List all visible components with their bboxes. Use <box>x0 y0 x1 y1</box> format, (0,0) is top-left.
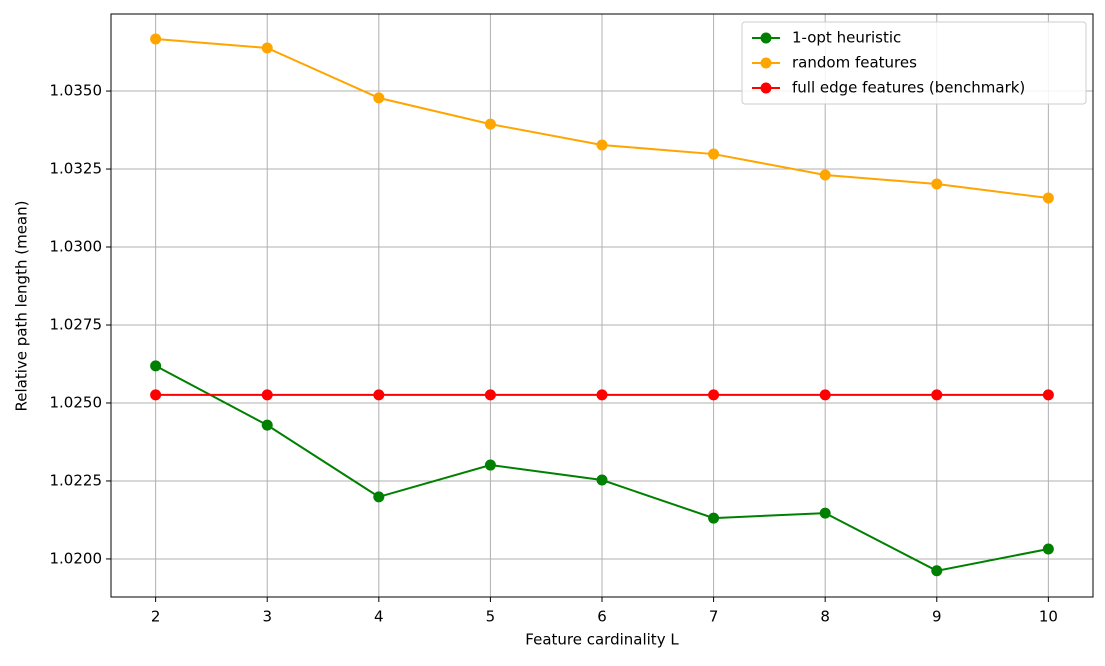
point <box>819 389 831 401</box>
point <box>484 389 496 401</box>
point <box>596 389 608 401</box>
legend-marker <box>760 57 772 69</box>
x-tick-label: 6 <box>597 608 607 626</box>
point <box>373 389 385 401</box>
legend-label: random features <box>792 54 917 72</box>
y-tick-label: 1.0275 <box>50 315 103 333</box>
y-axis-label: Relative path length (mean) <box>13 201 31 412</box>
point <box>261 42 273 54</box>
point <box>708 389 720 401</box>
point <box>1042 543 1054 555</box>
x-tick-label: 10 <box>1039 608 1058 626</box>
point <box>708 148 720 160</box>
point <box>931 565 943 577</box>
legend-box <box>741 21 1087 105</box>
x-tick-label: 3 <box>262 608 272 626</box>
point <box>819 169 831 181</box>
point <box>484 459 496 471</box>
point <box>931 178 943 190</box>
point <box>373 491 385 503</box>
legend-label: 1-opt heuristic <box>792 29 901 47</box>
legend-marker <box>760 82 772 94</box>
point <box>261 419 273 431</box>
point <box>708 512 720 524</box>
x-tick-label: 8 <box>820 608 830 626</box>
point <box>596 474 608 486</box>
point <box>1042 389 1054 401</box>
y-tick-label: 1.0350 <box>50 82 103 100</box>
point <box>150 360 162 372</box>
point <box>261 389 273 401</box>
x-tick-label: 9 <box>932 608 942 626</box>
y-tick-label: 1.0325 <box>50 160 103 178</box>
point <box>150 33 162 45</box>
x-tick-label: 5 <box>486 608 496 626</box>
point <box>819 507 831 519</box>
legend-label: full edge features (benchmark) <box>792 79 1025 97</box>
legend-marker <box>760 32 772 44</box>
plot-frame <box>110 13 1094 598</box>
y-tick-label: 1.0225 <box>50 471 103 489</box>
y-tick-label: 1.0300 <box>50 238 103 256</box>
x-axis-label: Feature cardinality L <box>525 631 679 649</box>
point <box>150 389 162 401</box>
point <box>931 389 943 401</box>
x-tick-label: 7 <box>709 608 719 626</box>
x-tick-label: 4 <box>374 608 384 626</box>
x-tick-label: 2 <box>151 608 161 626</box>
point <box>596 139 608 151</box>
point <box>373 92 385 104</box>
point <box>1042 192 1054 204</box>
y-tick-label: 1.0200 <box>50 549 103 567</box>
y-tick-label: 1.0250 <box>50 393 103 411</box>
point <box>484 118 496 130</box>
